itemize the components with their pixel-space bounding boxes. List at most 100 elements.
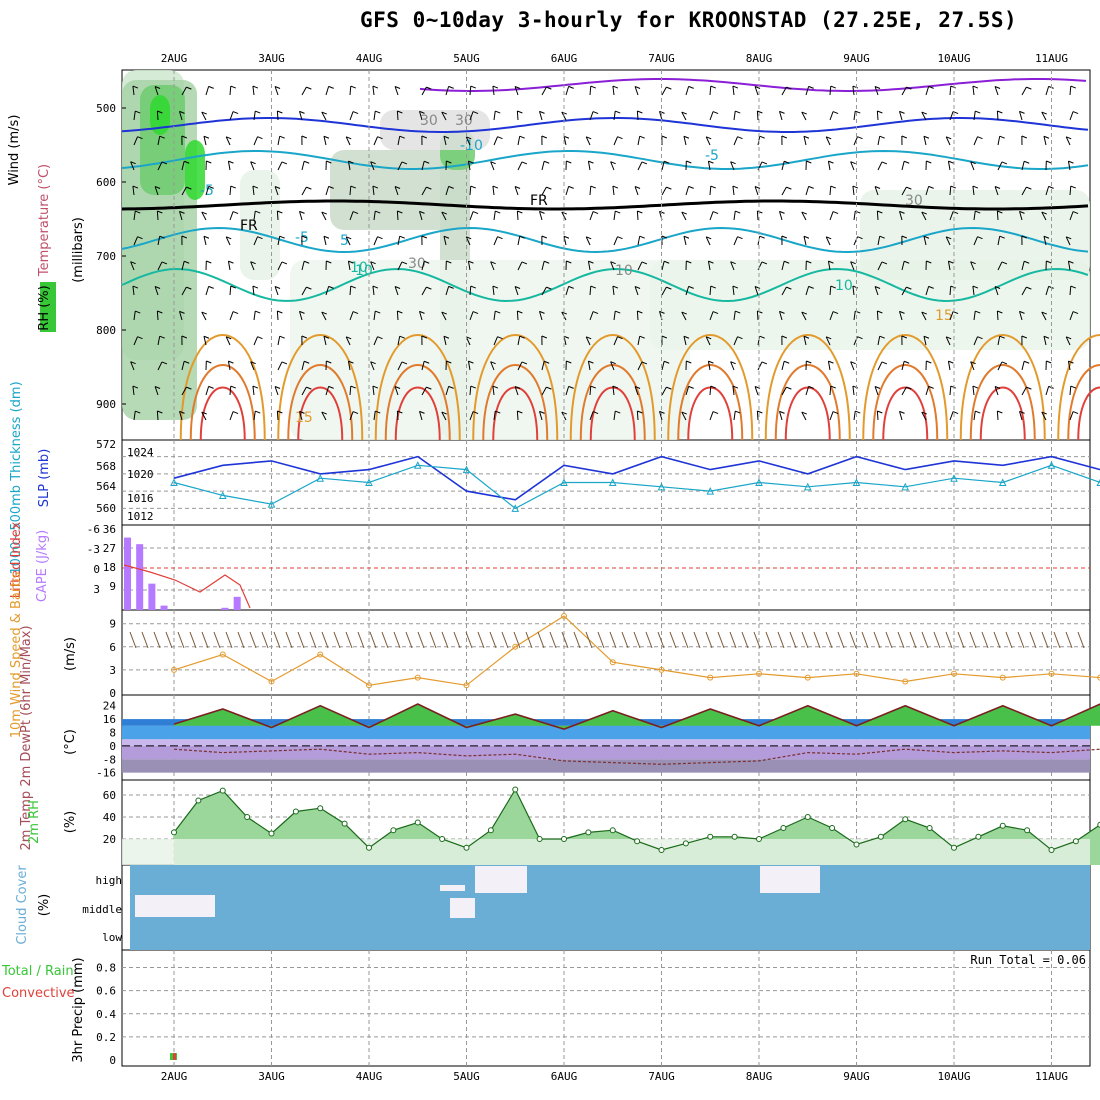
thickness-marker (560, 478, 568, 486)
wind-barb (636, 110, 639, 121)
surface-barb (681, 631, 689, 649)
wind-barb-flag (928, 385, 934, 389)
wind-barb-flag (186, 186, 192, 190)
thickness-marker (316, 474, 325, 482)
contour-label: 10 (355, 263, 373, 279)
wind-barb-flag (1021, 135, 1028, 139)
wind-barb-flag (419, 310, 425, 314)
wind-barb (490, 161, 495, 171)
wind-barb (612, 386, 615, 396)
wind-barb-flag (639, 135, 645, 139)
wind-barb (252, 386, 255, 396)
wind-barb (949, 385, 952, 396)
wind-barb-flag (377, 236, 383, 240)
wind-barb-flag (634, 286, 641, 289)
wind-barb (853, 111, 856, 121)
wind10-marker (804, 674, 811, 681)
wind-barb (517, 236, 521, 246)
wind-barb-flag (852, 185, 859, 189)
wind-barb-flag (683, 335, 690, 339)
surface-barb (813, 631, 821, 649)
wind-barb-flag (472, 111, 479, 115)
wind-barb-flag (921, 111, 927, 115)
wind-barb (613, 236, 618, 246)
surface-barb (225, 631, 233, 649)
wind-barb-flag (348, 360, 354, 364)
wind-barb (613, 111, 616, 121)
contour-label: -5 (705, 148, 719, 164)
wind-barb (683, 136, 687, 146)
rh-marker (1097, 821, 1100, 828)
wind-barb-flag (303, 360, 310, 364)
wind-barb (827, 261, 831, 271)
wind-barb (253, 136, 258, 146)
wind-barb-flag (208, 385, 214, 389)
wind-barb-flag (639, 335, 645, 339)
wind-barb-flag (277, 410, 283, 414)
wind-barb-flag (423, 360, 430, 364)
wind-barb (803, 236, 807, 246)
wind-barb (730, 361, 735, 371)
surface-barb (765, 631, 773, 649)
label-rh-line: RH (%) (37, 285, 52, 330)
wind10-marker (707, 674, 714, 681)
wind-barb (225, 136, 231, 146)
wind-barb (685, 186, 690, 196)
wind-barb-flag (566, 360, 572, 364)
wind-barb (492, 86, 495, 96)
wind-barb (803, 136, 807, 146)
wind-barb (705, 136, 711, 146)
wind-barb-flag (972, 85, 979, 89)
wind-barb-flag (154, 186, 161, 189)
date-top: 7AUG (648, 52, 675, 65)
thickness-tick: 572 (96, 438, 116, 451)
rh-marker (292, 808, 299, 815)
wind10-marker (902, 678, 909, 685)
date-top: 2AUG (161, 52, 188, 65)
wind-barb (133, 411, 136, 421)
wind-barb-flag (274, 186, 281, 189)
label-rh2m-line: 2m RH (27, 800, 42, 844)
surface-barb (597, 631, 605, 649)
wind-barb-flag (255, 310, 261, 314)
wind-barb-flag (250, 161, 256, 165)
wind-barb-flag (852, 85, 859, 89)
wind-barb (901, 261, 905, 271)
wind-barb-flag (950, 85, 956, 89)
wind-barb-flag (441, 111, 447, 115)
wind-barb (516, 310, 519, 321)
wind-barb (1019, 311, 1023, 321)
wind-barb (659, 411, 663, 421)
wind-barb-flag (757, 310, 763, 314)
wind-barb (637, 261, 643, 271)
wind-barb (394, 386, 399, 396)
warm-arch (482, 364, 549, 441)
wind-barb-flag (1072, 111, 1079, 115)
surface-barb (369, 631, 377, 649)
thickness-marker (852, 478, 861, 486)
isotherm-purple (419, 78, 1087, 92)
wind-barb-flag (586, 236, 592, 240)
wind-barb-flag (419, 110, 425, 114)
wind10-marker (366, 682, 372, 689)
wind-barb-flag (521, 261, 528, 265)
li-tick: 3 (93, 583, 100, 596)
wind-barb-flag (448, 85, 454, 89)
wind-barb-flag (806, 360, 812, 364)
wind-barb-flag (135, 410, 141, 414)
wind-barb (493, 136, 498, 146)
wind-barb-flag (803, 335, 810, 339)
wind-barb-flag (401, 361, 408, 365)
date-bottom: 2AUG (161, 1070, 188, 1083)
wind-barb (1069, 385, 1072, 396)
wind-barb (397, 161, 403, 171)
wind-barb (709, 85, 712, 96)
wind-barb-flag (306, 86, 312, 90)
wind-barb (227, 261, 231, 271)
wind-barb-flag (808, 185, 814, 189)
wind-barb (563, 136, 567, 146)
wind-barb-flag (201, 311, 207, 315)
wind-barb (756, 410, 759, 421)
wind-barb-flag (1043, 235, 1050, 239)
rh-marker (317, 805, 324, 812)
